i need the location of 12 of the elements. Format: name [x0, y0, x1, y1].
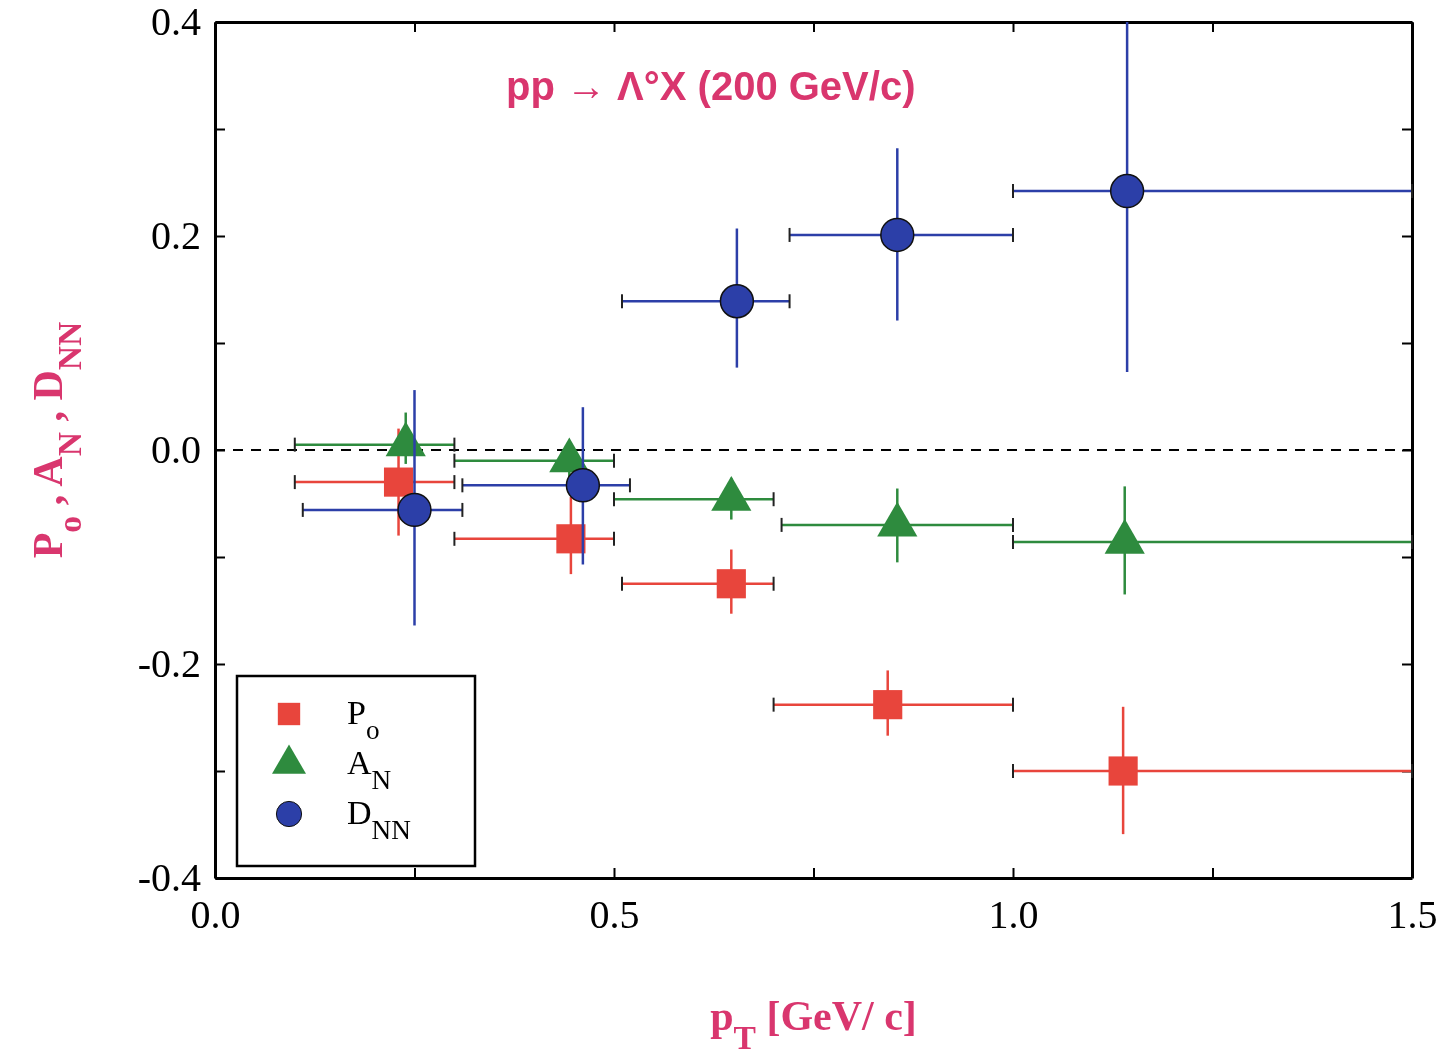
legend-label: A$_{N}$ [347, 744, 392, 795]
x-tick-label: 1.0 [988, 892, 1039, 938]
y-tick-label: -0.2 [137, 641, 201, 687]
x-tick-label: 1.5 [1387, 892, 1438, 938]
y-tick-label: 0.4 [151, 0, 201, 45]
text: pp → Λ°X (200 GeV/c) [506, 64, 916, 108]
legend-label: D$_{NN}$ [347, 794, 412, 845]
x-tick-label: 0.5 [589, 892, 640, 938]
legend-label: P$_{o}$ [347, 694, 380, 745]
y-tick-label: 0.2 [151, 213, 201, 259]
y-tick-label: 0.0 [151, 427, 201, 473]
x-axis-title: p$_{T}$ [GeV/ c] [710, 993, 917, 1056]
